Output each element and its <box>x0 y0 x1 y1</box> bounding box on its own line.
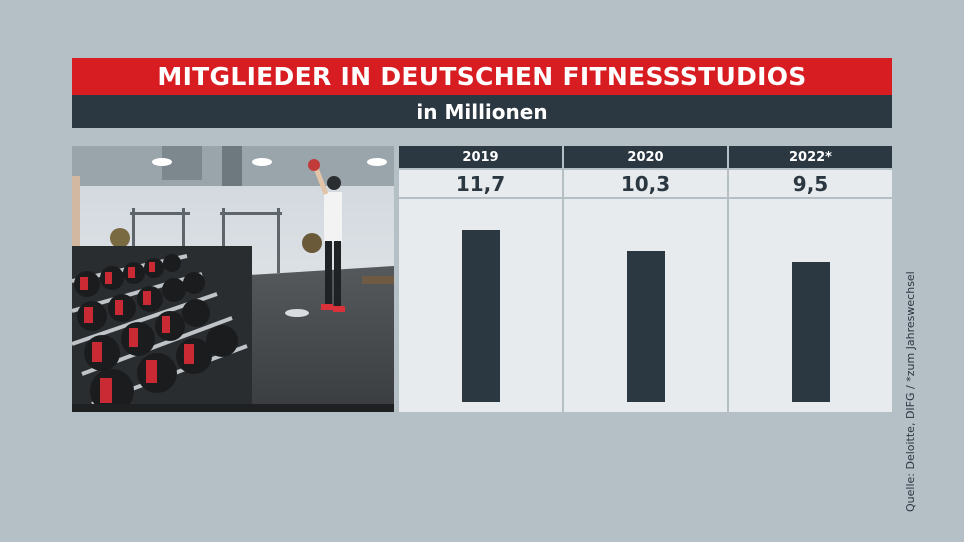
chart-title: MITGLIEDER IN DEUTSCHEN FITNESSSTUDIOS <box>72 58 892 95</box>
chart-subtitle: in Millionen <box>72 95 892 128</box>
value-label: 11,7 <box>399 170 562 197</box>
gym-dumbbell-rack-photo <box>72 146 394 412</box>
value-label: 10,3 <box>564 170 727 197</box>
bar <box>461 230 500 402</box>
bar <box>626 250 665 402</box>
category-label: 2020 <box>564 146 727 168</box>
category-label: 2019 <box>399 146 562 168</box>
category-label: 2022* <box>729 146 892 168</box>
source-note: Quelle: Deloitte, DIFG / *zum Jahreswech… <box>904 271 917 512</box>
value-label: 9,5 <box>729 170 892 197</box>
bar <box>791 262 830 402</box>
